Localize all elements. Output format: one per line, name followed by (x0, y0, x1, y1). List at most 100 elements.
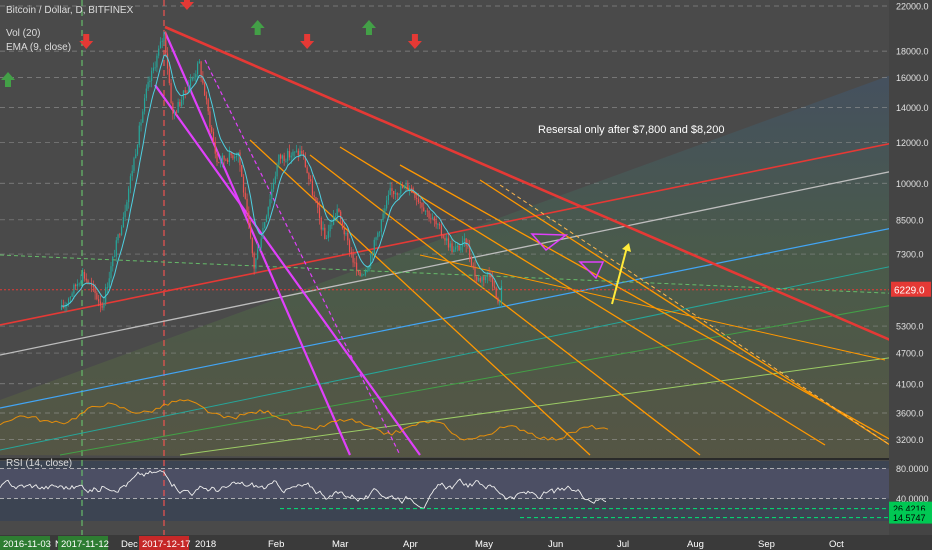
candle (378, 231, 381, 237)
time-axis-label: Mar (332, 539, 348, 550)
time-axis-label: Dec (121, 539, 138, 550)
candle (477, 274, 480, 282)
time-axis-tag (0, 536, 50, 550)
candle (129, 173, 132, 194)
price-axis-label: 7300.0 (896, 250, 924, 260)
candle (382, 208, 384, 223)
candle (152, 62, 154, 74)
rsi-level-label: 14.5747 (893, 513, 926, 523)
candle (493, 280, 496, 290)
candle (143, 94, 146, 115)
candle (211, 125, 213, 134)
candle (327, 224, 329, 242)
candle (253, 251, 255, 275)
candle (260, 235, 262, 252)
candle (453, 246, 455, 253)
candle (345, 231, 347, 237)
candle (184, 86, 186, 99)
candle (426, 208, 428, 217)
candle (66, 302, 68, 312)
candle (191, 76, 193, 82)
main-downtrend-line (164, 25, 932, 360)
candle (60, 299, 63, 311)
time-axis-label: 2017-11-12 (61, 539, 109, 550)
candle (241, 164, 243, 177)
candle (175, 109, 177, 116)
candle (126, 199, 128, 212)
candle (281, 154, 283, 164)
candle (214, 137, 216, 159)
candle (181, 96, 183, 108)
candle (105, 283, 107, 306)
candle (272, 178, 275, 193)
candle (440, 220, 443, 239)
candle (251, 237, 253, 258)
candle (170, 79, 172, 105)
projection-arrow-head (622, 243, 631, 252)
time-axis-label: Oct (829, 539, 844, 550)
candle (168, 62, 170, 86)
candle (98, 294, 100, 307)
candle (174, 109, 176, 120)
candle (80, 274, 82, 287)
candle (112, 255, 114, 272)
candle (249, 218, 252, 240)
buy-arrow-icon (361, 20, 376, 35)
volume-indicator-label: Vol (20) (6, 28, 40, 39)
current-price-label: 6229.0 (894, 286, 925, 297)
rsi-line (0, 469, 607, 509)
ema-indicator-label: EMA (9, close) (6, 42, 71, 53)
candle (324, 224, 326, 240)
candle (315, 196, 317, 204)
candle (481, 276, 483, 289)
candle (447, 233, 450, 251)
candle (246, 193, 248, 218)
candle (156, 53, 158, 73)
candle (234, 153, 236, 162)
green-support-dashed (0, 254, 932, 296)
candle (364, 268, 367, 277)
candle (322, 221, 324, 231)
candle (257, 243, 259, 260)
candle (424, 210, 427, 216)
sell-arrow-icon (79, 34, 94, 49)
candle (271, 183, 273, 204)
candle (78, 282, 80, 287)
candle (320, 216, 322, 236)
candle (82, 268, 84, 288)
candle (267, 206, 269, 219)
candle (244, 187, 246, 200)
candle (414, 191, 416, 201)
sell-arrow-icon (407, 34, 422, 49)
orange-fan-line-5 (479, 179, 891, 446)
price-axis-label: 5300.0 (896, 322, 924, 332)
candle (265, 214, 268, 223)
candle (474, 260, 476, 282)
candle (338, 207, 340, 213)
candle (292, 149, 294, 161)
candle (227, 157, 229, 164)
pennant-triangle-1 (530, 233, 569, 252)
price-axis-label: 8500.0 (896, 215, 924, 225)
rsi-level-tag (889, 510, 932, 524)
candle (465, 237, 467, 253)
candle (416, 194, 418, 206)
candle (456, 243, 458, 252)
time-axis-label: 2018 (195, 539, 216, 550)
candle (366, 267, 368, 273)
price-axis-label: 12000.0 (896, 138, 929, 148)
candle (287, 148, 289, 166)
candle (140, 119, 142, 132)
magenta-dashed-trend (204, 59, 401, 456)
time-axis-label: Aug (687, 539, 704, 550)
candle (472, 262, 474, 270)
price-axis-label: 10000.0 (896, 179, 929, 189)
candle (311, 175, 314, 197)
candle (113, 249, 116, 258)
candle (242, 174, 245, 197)
candle (348, 238, 351, 257)
candle (325, 235, 328, 240)
candle (228, 146, 230, 166)
current-price-tag (891, 281, 931, 297)
candle (120, 225, 123, 237)
